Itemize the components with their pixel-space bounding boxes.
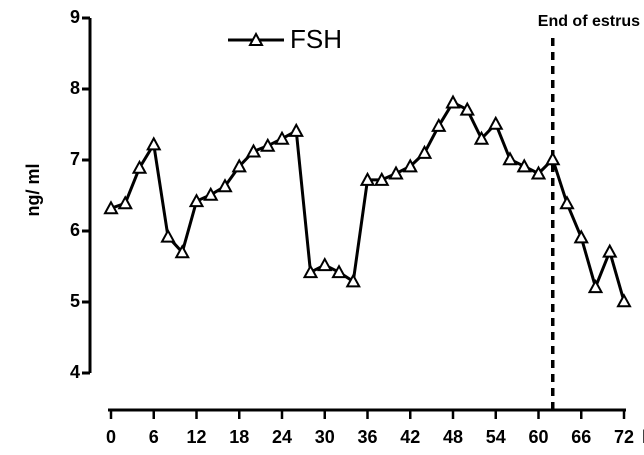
data-point (616, 293, 632, 308)
x-tick-label: 54 (486, 427, 506, 447)
y-tick-label: 5 (70, 291, 80, 311)
data-point (545, 151, 561, 166)
data-point (459, 101, 475, 116)
data-point (217, 178, 233, 193)
data-point (388, 165, 404, 180)
data-point (488, 115, 504, 130)
data-point (103, 200, 119, 215)
x-tick-label: 30 (315, 427, 335, 447)
x-tick-label: 66 (571, 427, 591, 447)
y-tick-label: 6 (70, 220, 80, 240)
data-point (374, 171, 390, 186)
legend-marker (248, 31, 264, 46)
data-point (345, 273, 361, 288)
x-tick-label: 72 (614, 427, 634, 447)
x-tick-label: 6 (149, 427, 159, 447)
x-tick-label: 24 (272, 427, 292, 447)
x-tick-label: 18 (229, 427, 249, 447)
data-point (274, 130, 290, 145)
data-point (416, 144, 433, 159)
data-point (445, 94, 461, 109)
data-point (402, 158, 418, 173)
x-tick-label: 48 (443, 427, 463, 447)
x-tick-label: 12 (186, 427, 206, 447)
data-point (602, 243, 618, 258)
x-tick-label: 36 (357, 427, 377, 447)
data-point (288, 122, 304, 137)
data-point (302, 264, 319, 279)
data-point (231, 158, 247, 173)
series-line (110, 100, 626, 302)
data-point (160, 228, 176, 243)
data-point (530, 165, 547, 180)
data-point (188, 193, 205, 208)
legend-label: FSH (290, 24, 342, 54)
data-point (587, 279, 604, 294)
data-point (260, 137, 276, 152)
y-tick-label: 4 (70, 362, 80, 382)
data-point (317, 256, 333, 272)
annotation-text: End of estrus (538, 13, 640, 30)
x-tick-label: 42 (400, 427, 420, 447)
data-point (559, 195, 575, 210)
data-point (146, 136, 162, 151)
data-point (131, 159, 148, 174)
x-tick-label: 0 (106, 427, 116, 447)
data-point (245, 143, 262, 158)
x-axis-label: h (642, 427, 644, 447)
data-point (203, 186, 219, 201)
x-tick-label: 60 (528, 427, 548, 447)
data-point (431, 117, 447, 132)
data-point (473, 130, 490, 145)
data-point (516, 158, 532, 173)
data-point (117, 195, 133, 210)
y-tick-label: 8 (70, 78, 80, 98)
y-axis-label: ng/ ml (23, 164, 43, 217)
y-tick-label: 9 (70, 7, 80, 27)
data-point (502, 151, 518, 166)
data-point (573, 229, 589, 244)
data-point (174, 244, 190, 259)
y-tick-label: 7 (70, 149, 80, 169)
data-point (359, 171, 376, 186)
data-point (331, 264, 347, 279)
